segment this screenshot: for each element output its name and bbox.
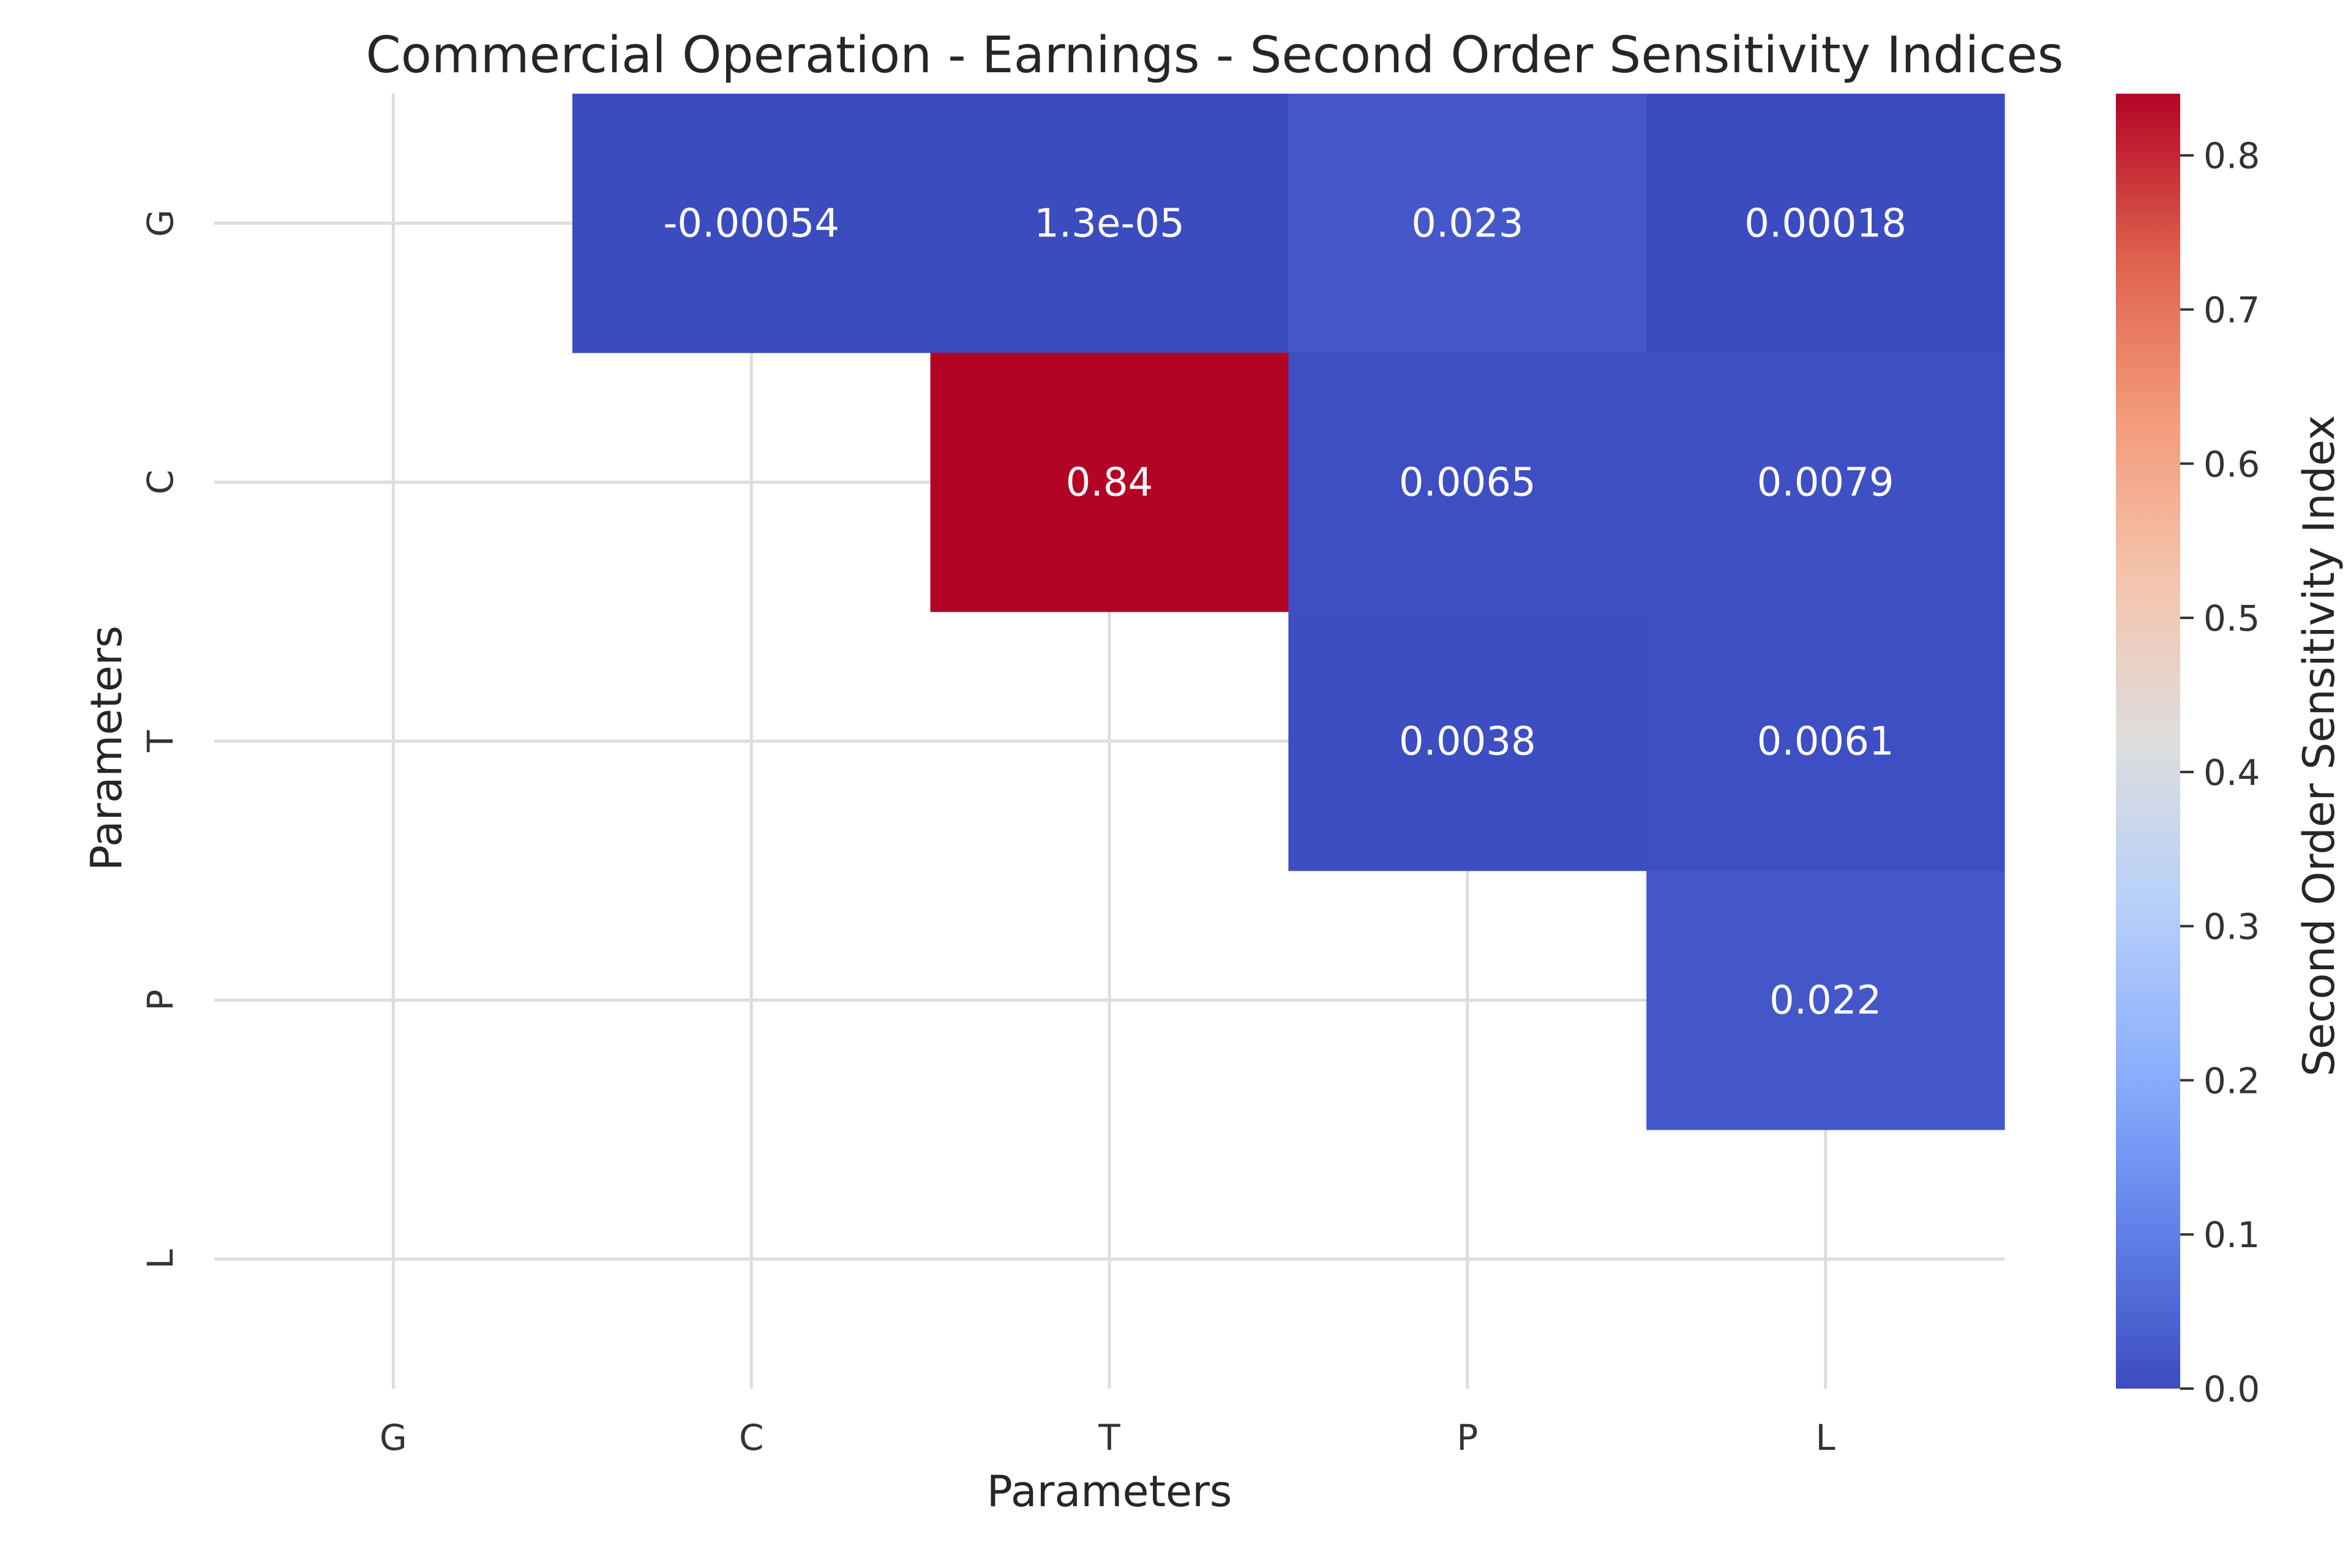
- heatmap-cell: [1646, 353, 2005, 612]
- heatmap-cell: [572, 94, 931, 353]
- colorbar-ticks: 0.0 0.1 0.2 0.3 0.4 0.5 0.6 0.7 0.8: [2180, 135, 2260, 1410]
- heatmap-cell: [930, 94, 1289, 353]
- y-tick-label: T: [140, 730, 181, 752]
- colorbar-tick-label: 0.3: [2203, 906, 2260, 948]
- cell-value-label: 0.00018: [1744, 201, 1907, 247]
- heatmap-cell: [1288, 94, 1647, 353]
- colorbar-gradient: [2116, 94, 2180, 1389]
- heatmap-cell: [1646, 612, 2005, 871]
- x-axis-label: Parameters: [987, 1466, 1232, 1517]
- cell-value-label: 0.0079: [1757, 460, 1894, 506]
- heatmap-cell: [1646, 871, 2005, 1130]
- colorbar-tick-label: 0.7: [2203, 290, 2260, 331]
- heatmap-cell: [1288, 612, 1647, 871]
- y-tick-label: G: [140, 209, 181, 237]
- colorbar-tick-label: 0.2: [2203, 1060, 2260, 1101]
- x-tick-label: C: [739, 1417, 764, 1458]
- heatmap-cell: [930, 353, 1289, 612]
- x-tick-label: L: [1815, 1417, 1835, 1458]
- y-tick-label: C: [140, 470, 181, 495]
- cell-value-label: 0.0061: [1757, 719, 1894, 765]
- heatmap-cell: [1288, 353, 1647, 612]
- y-tick-label: P: [140, 989, 181, 1011]
- cell-value-label: 0.022: [1769, 978, 1881, 1024]
- colorbar-tick-label: 0.6: [2203, 443, 2260, 485]
- y-tick-label: L: [140, 1249, 181, 1269]
- x-tick-label: T: [1098, 1417, 1120, 1458]
- cell-value-label: 1.3e-05: [1034, 201, 1185, 247]
- heatmap-cells: -0.00054 1.3e-05 0.023 0.00018 0.84 0.0065 0.0…: [572, 94, 2005, 1130]
- colorbar-tick-label: 0.1: [2203, 1214, 2260, 1256]
- x-tick-label: P: [1457, 1417, 1478, 1458]
- colorbar-tick-label: 0.4: [2203, 752, 2260, 793]
- colorbar-tick-label: 0.5: [2203, 598, 2260, 639]
- colorbar-label: Second Order Sensitivity Index: [2294, 415, 2344, 1076]
- y-axis-label: Parameters: [81, 626, 132, 871]
- cell-value-label: 0.0065: [1399, 460, 1536, 506]
- colorbar-tick-label: 0.8: [2203, 135, 2260, 177]
- colorbar: 0.0 0.1 0.2 0.3 0.4 0.5 0.6 0.7 0.8 Second Order…: [2116, 94, 2344, 1410]
- cell-value-label: 0.023: [1411, 201, 1523, 247]
- x-tick-label: G: [380, 1417, 407, 1458]
- y-tick-labels: G C T P L: [140, 209, 181, 1269]
- chart-title: Commercial Operation - Earnings - Second…: [366, 26, 2064, 84]
- colorbar-tick-label: 0.0: [2203, 1368, 2260, 1410]
- cell-value-label: 0.0038: [1399, 719, 1536, 765]
- heatmap-cell: [1646, 94, 2005, 353]
- cell-value-label: 0.84: [1066, 460, 1153, 506]
- cell-value-label: -0.00054: [663, 201, 839, 247]
